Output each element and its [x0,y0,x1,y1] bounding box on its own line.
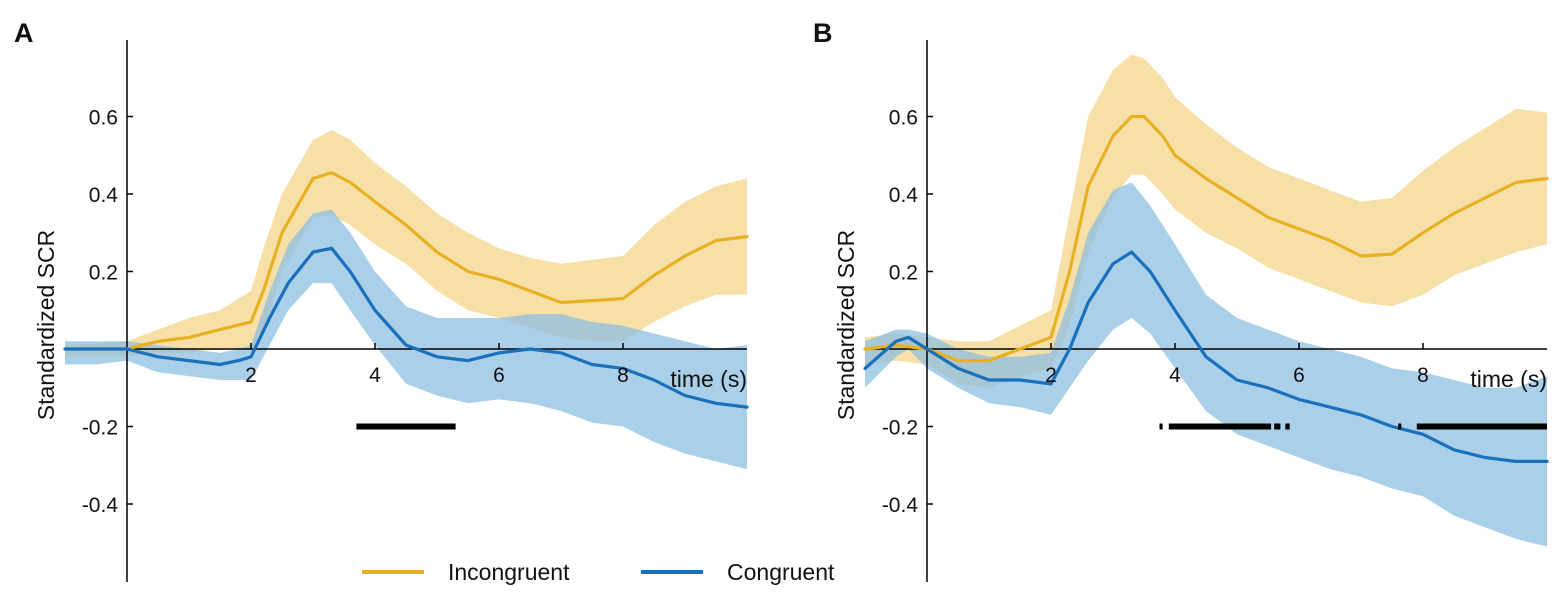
x-tick-label: 2 [245,364,257,387]
x-tick-label: 8 [617,364,629,387]
tick-labels: 2 4 6 8 0.6 0.4 0.2 -0.2 -0.4 [82,107,629,518]
y-tick-label: -0.2 [882,417,918,440]
panel-b: B Standardized SCR 2 4 6 8 0.6 0.4 0.2 -0.2 -0.4… [813,18,1549,582]
x-tick-label: 4 [1169,364,1181,387]
mean-lines [863,114,1549,463]
congruent-mean-line [63,246,749,409]
mean-lines [63,171,749,409]
x-tick-label: 6 [493,364,505,387]
x-tick-label: 8 [1417,364,1429,387]
panel-label: B [813,18,833,48]
confidence-bands [65,130,747,470]
congruent-ci-band [65,209,747,470]
x-axis-title: time (s) [670,366,747,392]
axes [865,40,1547,582]
x-tick-label: 6 [1293,364,1305,387]
y-tick-label: 0.6 [889,107,918,130]
incongruent-mean-line [63,171,749,351]
y-tick-label: 0.4 [889,184,919,207]
congruent-ci-band [865,182,1547,547]
y-tick-label: -0.2 [82,417,118,440]
y-axis-title: Standardized SCR [33,230,59,421]
legend: Incongruent Congruent [362,559,835,585]
panel-a: A Standardized SCR 2 4 6 8 0.6 0.4 0.2 -0.2 -0.4… [14,18,749,582]
x-axis-title: time (s) [1470,366,1547,392]
confidence-bands [865,54,1547,547]
y-axis-title: Standardized SCR [833,230,859,421]
axes [65,40,747,582]
congruent-mean-line [863,250,1549,463]
incongruent-mean-line [863,114,1549,363]
panel-label: A [14,18,34,48]
y-tick-label: -0.4 [882,494,919,517]
x-tick-label: 4 [369,364,381,387]
y-tick-label: -0.4 [82,494,119,517]
legend-label-incongruent: Incongruent [448,559,570,585]
x-tick-label: 2 [1045,364,1057,387]
y-tick-label: 0.2 [889,262,918,285]
y-tick-label: 0.2 [89,262,118,285]
tick-labels: 2 4 6 8 0.6 0.4 0.2 -0.2 -0.4 [882,107,1429,518]
y-tick-label: 0.4 [89,184,119,207]
y-tick-label: 0.6 [89,107,118,130]
incongruent-ci-band [865,54,1547,388]
legend-label-congruent: Congruent [727,559,835,585]
